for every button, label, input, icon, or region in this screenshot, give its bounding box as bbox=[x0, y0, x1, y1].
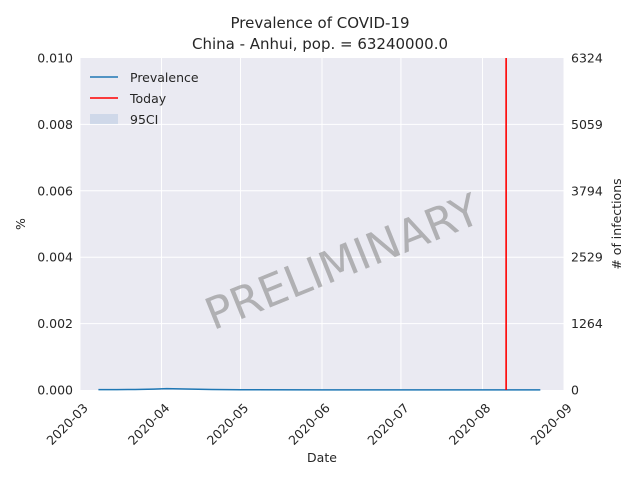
prevalence-line bbox=[98, 387, 541, 391]
x-axis-label: Date bbox=[307, 450, 337, 465]
series-layer bbox=[98, 387, 541, 391]
y2-tick-label: 3794 bbox=[571, 183, 603, 198]
grid-lines bbox=[79, 58, 565, 390]
legend-swatch-95ci bbox=[90, 114, 118, 124]
legend-label-95ci: 95CI bbox=[130, 112, 158, 127]
legend: Prevalence Today 95CI bbox=[90, 70, 199, 127]
y-tick-label: 0.006 bbox=[37, 183, 73, 198]
legend-label-today: Today bbox=[129, 91, 167, 106]
legend-label-prevalence: Prevalence bbox=[130, 70, 199, 85]
y-tick-label: 0.008 bbox=[37, 117, 73, 132]
y2-tick-label: 0 bbox=[571, 383, 579, 398]
y2-tick-label: 5059 bbox=[571, 117, 603, 132]
y-tick-labels: 0.000 0.002 0.004 0.006 0.008 0.010 bbox=[37, 51, 73, 398]
y-axis-label: % bbox=[13, 218, 28, 230]
chart-title: Prevalence of COVID-19 bbox=[230, 14, 409, 32]
y2-axis-label: # of infections bbox=[609, 178, 624, 269]
y2-tick-label: 6324 bbox=[571, 51, 603, 66]
y-tick-label: 0.004 bbox=[37, 250, 73, 265]
y-tick-label: 0.000 bbox=[37, 383, 73, 398]
y-tick-label: 0.002 bbox=[37, 316, 73, 331]
chart-subtitle: China - Anhui, pop. = 63240000.0 bbox=[192, 35, 448, 53]
y2-tick-label: 1264 bbox=[571, 316, 603, 331]
y2-tick-labels: 0 1264 2529 3794 5059 6324 bbox=[571, 51, 603, 398]
y-tick-label: 0.010 bbox=[37, 51, 73, 66]
y2-tick-label: 2529 bbox=[571, 250, 603, 265]
